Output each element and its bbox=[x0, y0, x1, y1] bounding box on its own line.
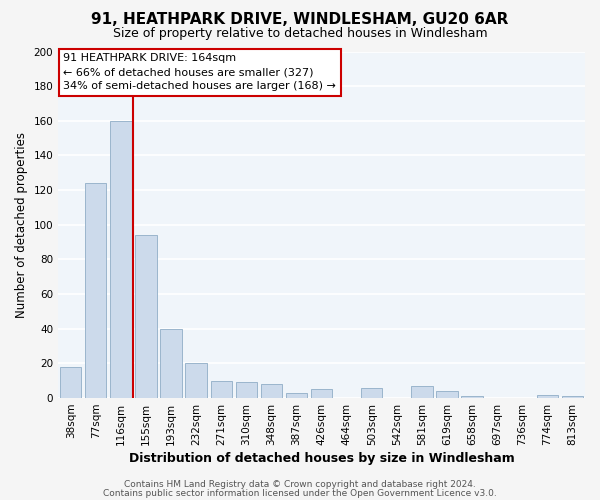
Bar bbox=[261, 384, 282, 398]
Bar bbox=[160, 329, 182, 398]
Bar bbox=[562, 396, 583, 398]
Bar bbox=[361, 388, 382, 398]
Bar bbox=[286, 393, 307, 398]
Bar bbox=[436, 391, 458, 398]
Bar bbox=[411, 386, 433, 398]
Text: 91, HEATHPARK DRIVE, WINDLESHAM, GU20 6AR: 91, HEATHPARK DRIVE, WINDLESHAM, GU20 6A… bbox=[91, 12, 509, 28]
Bar bbox=[185, 364, 207, 398]
Bar bbox=[85, 183, 106, 398]
Bar bbox=[537, 394, 558, 398]
Bar bbox=[236, 382, 257, 398]
Bar bbox=[311, 390, 332, 398]
Text: 91 HEATHPARK DRIVE: 164sqm
← 66% of detached houses are smaller (327)
34% of sem: 91 HEATHPARK DRIVE: 164sqm ← 66% of deta… bbox=[64, 53, 337, 91]
Y-axis label: Number of detached properties: Number of detached properties bbox=[15, 132, 28, 318]
Text: Contains HM Land Registry data © Crown copyright and database right 2024.: Contains HM Land Registry data © Crown c… bbox=[124, 480, 476, 489]
Bar bbox=[60, 367, 82, 398]
Bar bbox=[136, 235, 157, 398]
Text: Size of property relative to detached houses in Windlesham: Size of property relative to detached ho… bbox=[113, 28, 487, 40]
Bar bbox=[461, 396, 483, 398]
Bar bbox=[110, 121, 131, 398]
X-axis label: Distribution of detached houses by size in Windlesham: Distribution of detached houses by size … bbox=[129, 452, 514, 465]
Text: Contains public sector information licensed under the Open Government Licence v3: Contains public sector information licen… bbox=[103, 488, 497, 498]
Bar bbox=[211, 380, 232, 398]
